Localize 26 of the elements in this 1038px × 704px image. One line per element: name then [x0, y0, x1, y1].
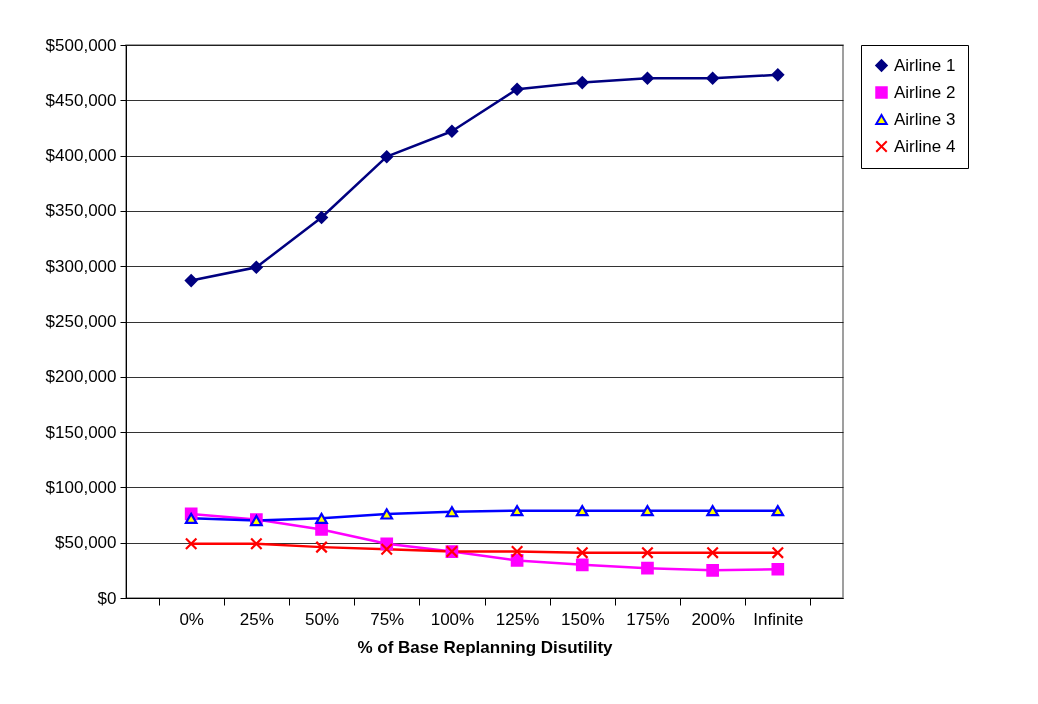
y-tick-label: $150,000 — [45, 422, 117, 442]
x-tick-label: Infinite — [753, 609, 804, 629]
x-tick-label: 50% — [305, 609, 340, 629]
y-tick-label: $350,000 — [45, 201, 117, 221]
x-tick-label: 175% — [626, 609, 670, 629]
y-tick-label: $500,000 — [45, 35, 117, 55]
legend-label: Airline 2 — [894, 82, 956, 102]
y-tick-label: $0 — [97, 588, 117, 608]
y-tick-label: $450,000 — [45, 90, 117, 110]
legend-label: Airline 1 — [894, 55, 956, 75]
x-tick-label: 0% — [179, 609, 204, 629]
y-tick-label: $100,000 — [45, 477, 117, 497]
x-tick-label: 125% — [495, 609, 540, 629]
x-tick-label: 150% — [561, 609, 605, 629]
y-tick-label: $250,000 — [45, 312, 117, 331]
x-tick-label: 75% — [370, 609, 405, 629]
legend-label: Airline 3 — [894, 109, 956, 129]
y-tick-label: $50,000 — [55, 533, 117, 553]
x-tick-label: 200% — [691, 609, 735, 629]
x-axis-title: % of Base Replanning Disutility — [357, 637, 614, 657]
y-tick-label: $200,000 — [45, 367, 117, 387]
legend-label: Airline 4 — [894, 136, 956, 156]
y-tick-label: $400,000 — [45, 146, 117, 166]
x-tick-label: 25% — [239, 609, 274, 629]
y-tick-label: $300,000 — [45, 256, 117, 276]
x-tick-label: 100% — [430, 609, 475, 629]
